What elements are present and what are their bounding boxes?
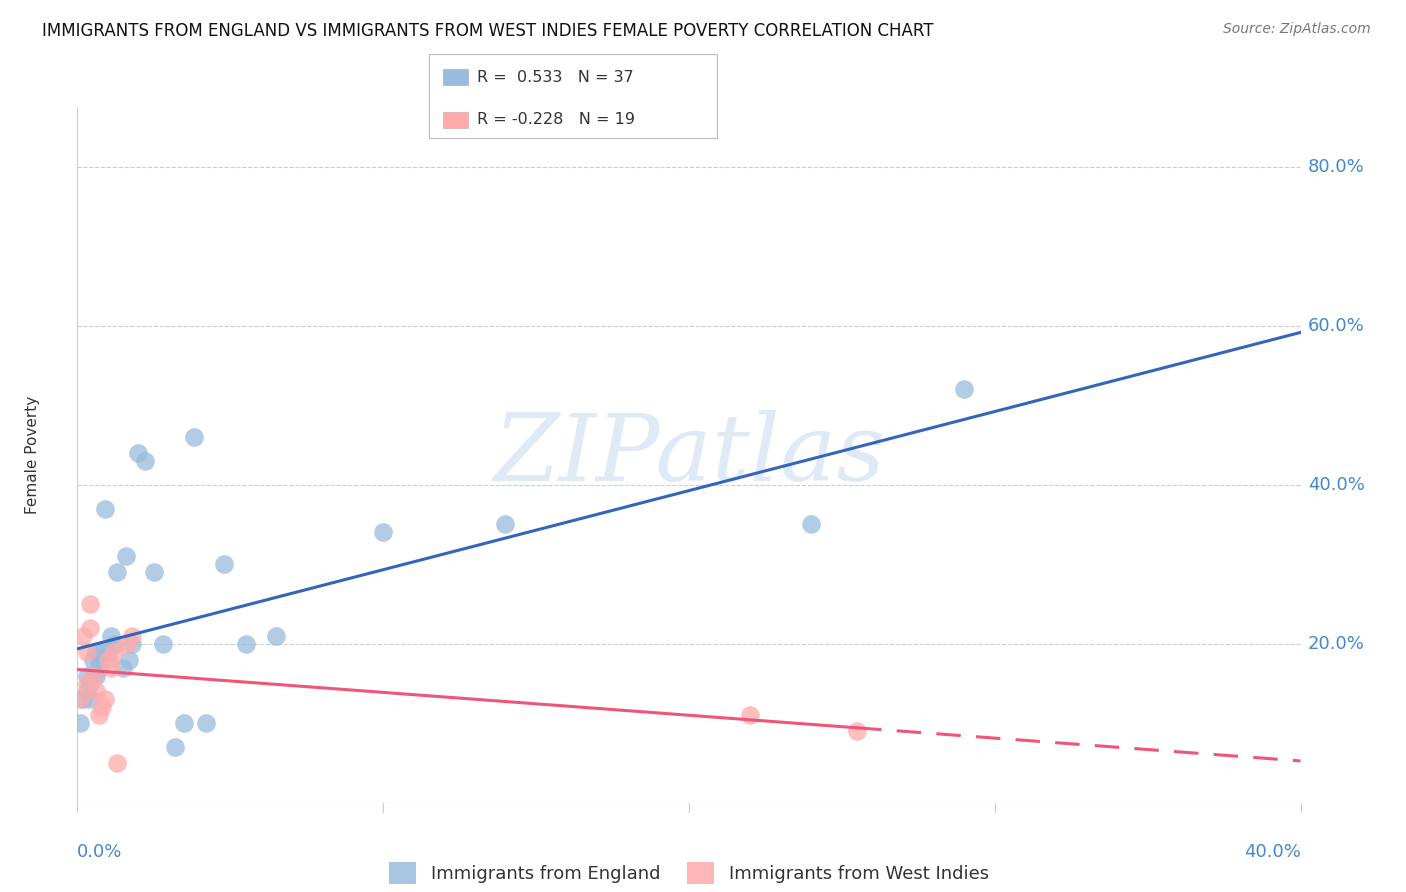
Point <box>264 629 287 643</box>
Point <box>371 525 394 540</box>
Point <box>173 716 195 731</box>
Point <box>100 629 122 643</box>
Point <box>82 653 104 667</box>
Point <box>76 645 98 659</box>
Point <box>115 637 138 651</box>
Point <box>105 565 128 579</box>
Point <box>103 645 125 659</box>
Point <box>76 684 98 698</box>
Point <box>134 454 156 468</box>
Point <box>84 684 107 698</box>
Point <box>76 676 98 690</box>
Point <box>121 629 143 643</box>
Text: 20.0%: 20.0% <box>1308 635 1364 653</box>
Point <box>152 637 174 651</box>
Point <box>72 692 94 706</box>
Point <box>79 692 101 706</box>
Point <box>112 660 135 674</box>
Text: 60.0%: 60.0% <box>1308 317 1364 334</box>
Text: 40.0%: 40.0% <box>1308 475 1364 494</box>
Point <box>84 668 107 682</box>
Point <box>82 668 104 682</box>
Point <box>183 430 205 444</box>
Point <box>82 668 104 682</box>
Point <box>94 692 117 706</box>
Text: 40.0%: 40.0% <box>1244 843 1301 861</box>
Point <box>90 700 112 714</box>
Legend: Immigrants from England, Immigrants from West Indies: Immigrants from England, Immigrants from… <box>382 855 995 891</box>
Point <box>127 446 149 460</box>
Point <box>105 756 128 770</box>
Point <box>90 645 112 659</box>
Point <box>800 517 823 532</box>
Point <box>846 724 869 739</box>
Point <box>87 660 110 674</box>
Point <box>84 645 107 659</box>
Point <box>235 637 257 651</box>
Point <box>953 382 976 396</box>
Text: Source: ZipAtlas.com: Source: ZipAtlas.com <box>1223 22 1371 37</box>
Text: Female Poverty: Female Poverty <box>25 396 39 514</box>
Point <box>495 517 517 532</box>
Text: 0.0%: 0.0% <box>77 843 122 861</box>
Point <box>79 621 101 635</box>
Point <box>87 653 110 667</box>
Point <box>212 558 235 572</box>
Text: R = -0.228   N = 19: R = -0.228 N = 19 <box>477 112 634 128</box>
Point <box>69 692 91 706</box>
Point <box>165 740 187 755</box>
Point <box>142 565 165 579</box>
Point <box>94 501 117 516</box>
Point <box>103 637 125 651</box>
Point <box>79 597 101 611</box>
Point <box>740 708 762 723</box>
Point <box>115 549 138 564</box>
Point <box>121 637 143 651</box>
Text: IMMIGRANTS FROM ENGLAND VS IMMIGRANTS FROM WEST INDIES FEMALE POVERTY CORRELATIO: IMMIGRANTS FROM ENGLAND VS IMMIGRANTS FR… <box>42 22 934 40</box>
Text: 80.0%: 80.0% <box>1308 158 1364 176</box>
Point <box>97 645 120 659</box>
Point <box>76 668 98 682</box>
Text: ZIPatlas: ZIPatlas <box>494 410 884 500</box>
Point <box>97 653 120 667</box>
Point <box>100 660 122 674</box>
Point <box>194 716 217 731</box>
Point <box>79 676 101 690</box>
Text: R =  0.533   N = 37: R = 0.533 N = 37 <box>477 70 633 85</box>
Point <box>87 708 110 723</box>
Point <box>72 629 94 643</box>
Point <box>118 653 141 667</box>
Point <box>69 716 91 731</box>
